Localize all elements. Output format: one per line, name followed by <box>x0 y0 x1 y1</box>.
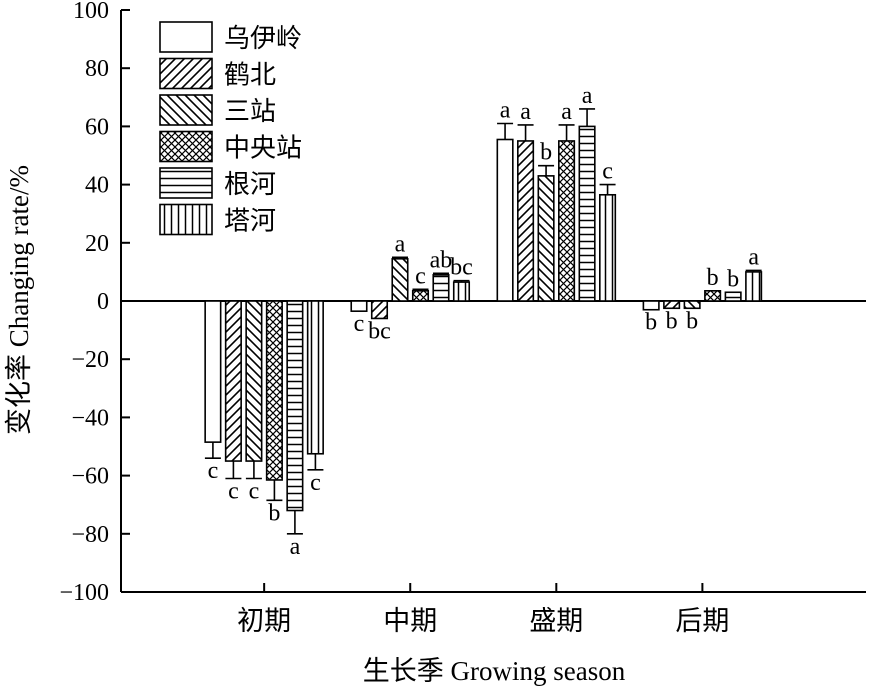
bar <box>265 300 283 481</box>
x-axis-title: 生长季 Growing season <box>363 656 626 686</box>
significance-label: c <box>228 479 239 505</box>
significance-label: b <box>707 265 719 291</box>
y-tick-label: −20 <box>71 347 109 373</box>
legend-label: 乌伊岭 <box>224 24 302 53</box>
significance-label: b <box>540 140 552 166</box>
bar <box>663 300 681 310</box>
y-axis-title: 变化率 Changing rate/% <box>4 165 34 435</box>
legend-swatch <box>159 57 213 90</box>
significance-label: c <box>208 458 219 484</box>
bar <box>724 291 742 302</box>
bar <box>496 138 514 302</box>
bar <box>537 175 555 302</box>
legend-swatch <box>159 203 213 236</box>
bar <box>306 300 324 455</box>
bar <box>224 300 242 462</box>
significance-label: a <box>561 99 572 125</box>
bar <box>370 300 389 320</box>
y-tick-label: 100 <box>73 0 109 24</box>
x-tick-label: 初期 <box>237 606 291 636</box>
legend-label: 三站 <box>224 97 276 126</box>
bar <box>391 258 409 302</box>
bar <box>432 274 450 302</box>
bar <box>286 300 304 512</box>
bar <box>245 300 263 462</box>
significance-label: ab <box>430 247 453 273</box>
significance-label: b <box>686 308 698 334</box>
significance-label: b <box>268 500 280 526</box>
y-tick-label: 0 <box>97 289 109 315</box>
y-tick-label: 80 <box>85 56 109 82</box>
y-tick-label: 40 <box>85 173 109 199</box>
bar <box>411 290 430 302</box>
x-tick-label: 盛期 <box>529 606 583 636</box>
x-tick-label: 后期 <box>675 606 729 636</box>
bar <box>745 271 763 302</box>
significance-label: a <box>748 244 759 270</box>
bar <box>350 300 368 312</box>
significance-label: b <box>645 310 657 336</box>
significance-label: b <box>666 308 678 334</box>
y-tick-label: 60 <box>85 114 109 140</box>
legend-swatch <box>159 130 213 163</box>
bar <box>578 125 596 302</box>
significance-label: bc <box>450 255 473 281</box>
bar <box>452 281 471 302</box>
significance-label: c <box>249 479 260 505</box>
legend-label: 中央站 <box>224 134 302 163</box>
significance-label: a <box>395 231 406 257</box>
legend-label: 鹤北 <box>224 61 276 90</box>
legend-swatch <box>159 94 213 126</box>
y-tick-label: −60 <box>71 464 109 490</box>
significance-label: b <box>727 266 739 292</box>
bar <box>683 300 701 310</box>
significance-label: c <box>354 311 365 337</box>
significance-label: bc <box>368 318 391 344</box>
bar <box>599 193 617 302</box>
bar <box>642 300 660 311</box>
significance-label: c <box>310 470 321 496</box>
x-tick-label: 中期 <box>383 606 437 636</box>
bar <box>204 300 222 443</box>
legend-label: 塔河 <box>224 207 276 236</box>
legend-swatch <box>159 21 213 53</box>
significance-label: c <box>415 263 426 289</box>
significance-label: a <box>500 97 511 123</box>
axes-layer: 100 80 60 40 20 0 −20 −40 −60 −80 −100 初期 中期 盛期 后期 <box>59 0 866 636</box>
y-tick-label: 20 <box>85 231 109 257</box>
significance-label: c <box>602 159 613 185</box>
bar <box>517 140 535 302</box>
significance-label: a <box>582 83 593 109</box>
y-tick-label: −40 <box>71 405 109 431</box>
legend-label: 根河 <box>224 170 276 199</box>
significance-label: a <box>520 99 531 125</box>
significance-label: a <box>290 534 301 560</box>
bar <box>704 290 722 302</box>
bar <box>558 140 576 302</box>
y-tick-label: −100 <box>59 580 109 606</box>
y-tick-label: −80 <box>71 522 109 548</box>
legend-swatch <box>159 167 213 199</box>
